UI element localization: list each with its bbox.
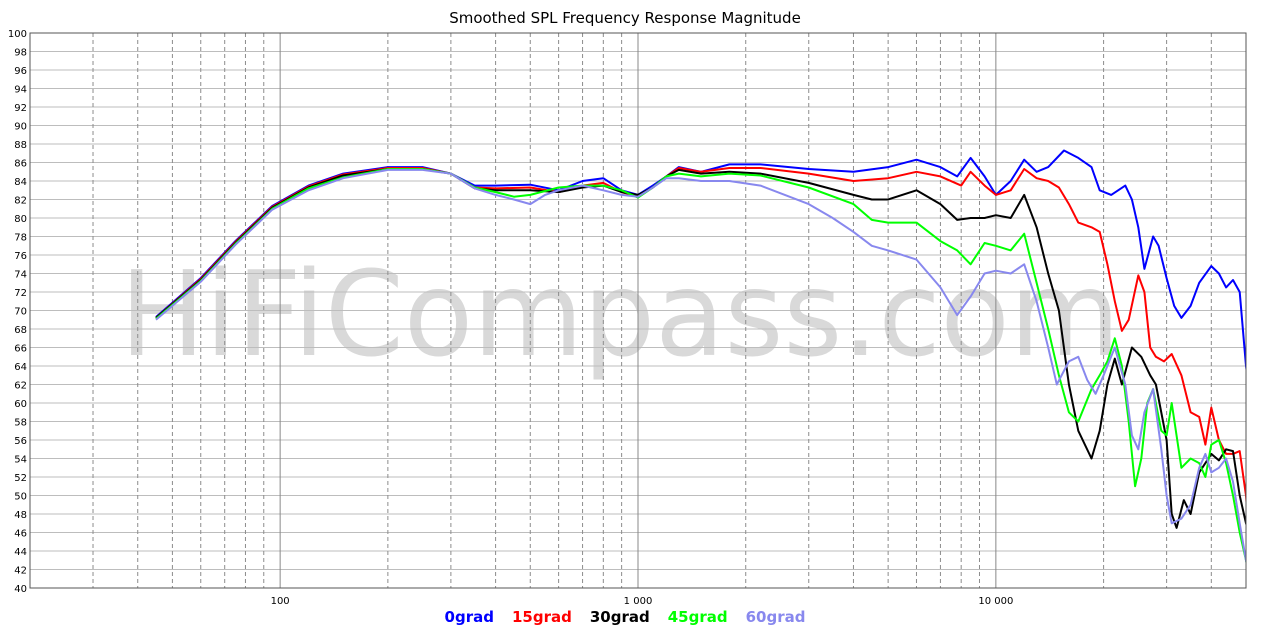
legend-entry-45grad: 45grad	[667, 608, 728, 626]
y-tick-label: 42	[14, 566, 27, 577]
y-tick-label: 54	[14, 455, 27, 466]
x-tick-label: 1 000	[624, 596, 653, 607]
y-tick-label: 44	[14, 547, 27, 558]
y-tick-label: 56	[14, 436, 27, 447]
series-line-30grad	[155, 168, 1246, 529]
y-tick-label: 90	[14, 122, 27, 133]
y-tick-label: 48	[14, 510, 27, 521]
y-tick-label: 88	[14, 140, 27, 151]
plot-frame	[29, 32, 1247, 589]
watermark-text: HiFiCompass.com	[120, 245, 1120, 383]
y-tick-label: 82	[14, 196, 27, 207]
y-tick-label: 52	[14, 473, 27, 484]
series-line-0grad	[155, 149, 1246, 374]
series-line-45grad	[155, 168, 1246, 565]
y-tick-label: 70	[14, 307, 27, 318]
x-tick-label: 100	[271, 596, 290, 607]
y-tick-label: 100	[8, 29, 27, 40]
y-tick-label: 72	[14, 288, 27, 299]
y-tick-label: 60	[14, 399, 27, 410]
legend-entry-30grad: 30grad	[589, 608, 650, 626]
series-line-15grad	[155, 167, 1246, 510]
y-tick-label: 40	[14, 584, 27, 595]
y-tick-label: 66	[14, 344, 27, 355]
y-tick-label: 84	[14, 177, 27, 188]
y-tick-label: 62	[14, 381, 27, 392]
y-tick-label: 76	[14, 251, 27, 262]
y-tick-label: 92	[14, 103, 27, 114]
y-tick-label: 98	[14, 48, 27, 59]
x-tick-label: 10 000	[978, 596, 1013, 607]
y-tick-label: 50	[14, 492, 27, 503]
y-tick-label: 80	[14, 214, 27, 225]
y-tick-label: 96	[14, 66, 27, 77]
y-tick-label: 94	[14, 85, 27, 96]
y-tick-label: 74	[14, 270, 27, 281]
series-line-60grad	[155, 168, 1246, 565]
chart-legend: 0grad 15grad 30grad 45grad 60grad	[0, 608, 1250, 626]
y-tick-label: 58	[14, 418, 27, 429]
y-tick-label: 86	[14, 159, 27, 170]
y-tick-label: 78	[14, 233, 27, 244]
chart-title: Smoothed SPL Frequency Response Magnitud…	[449, 9, 801, 27]
y-tick-label: 46	[14, 529, 27, 540]
legend-entry-0grad: 0grad	[444, 608, 494, 626]
y-tick-label: 64	[14, 362, 27, 373]
legend-entry-60grad: 60grad	[745, 608, 806, 626]
legend-entry-15grad: 15grad	[511, 608, 572, 626]
y-tick-label: 68	[14, 325, 27, 336]
